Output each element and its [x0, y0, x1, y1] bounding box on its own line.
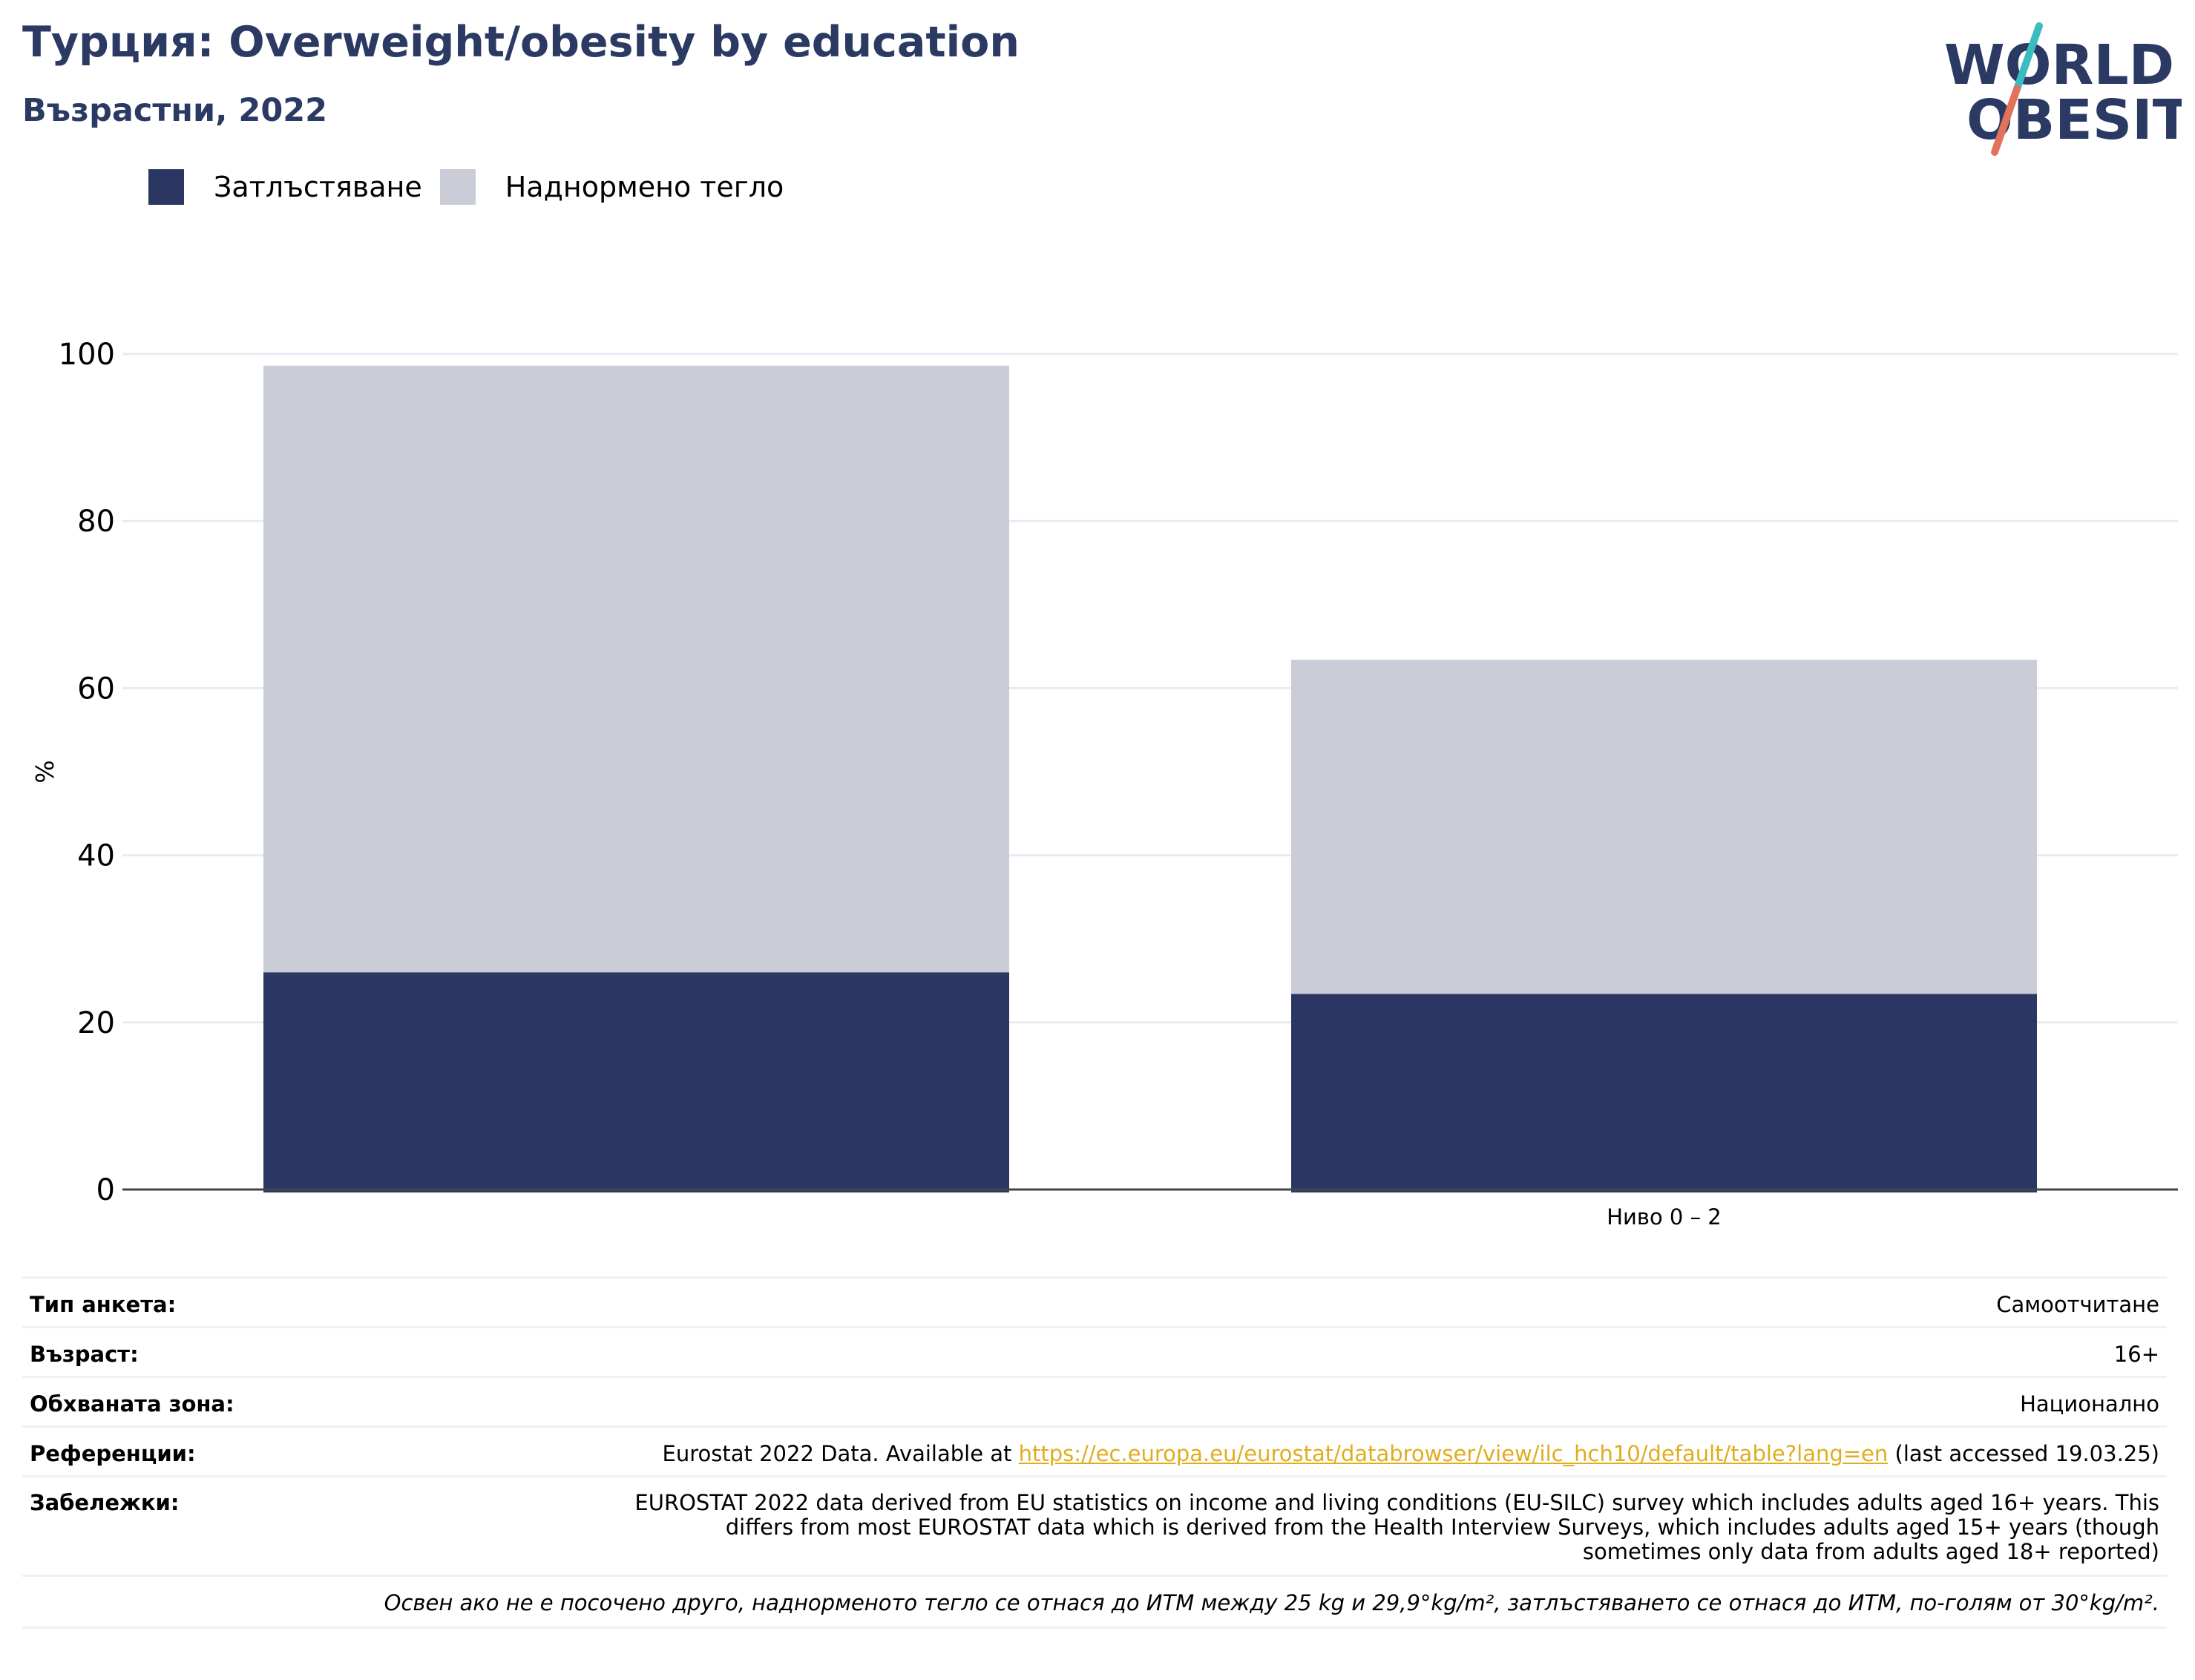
info-key: Референции: — [22, 1425, 438, 1477]
y-tick-label: 0 — [96, 1173, 115, 1207]
notes-line: differs from most EUROSTAT data which is… — [725, 1515, 2159, 1540]
info-value: Национално — [438, 1376, 2167, 1428]
info-row-survey-type: Тип анкета: Самоотчитане — [22, 1276, 2167, 1328]
info-value: EUROSTAT 2022 data derived from EU stati… — [438, 1475, 2167, 1577]
references-prefix: Eurostat 2022 Data. Available at — [662, 1441, 1019, 1466]
references-link[interactable]: https://ec.europa.eu/eurostat/databrowse… — [1018, 1441, 1889, 1466]
legend-swatch-overweight — [439, 169, 476, 205]
bar-overweight — [1291, 660, 2037, 994]
chart-subtitle: Възрастни, 2022 — [22, 92, 328, 129]
info-key: Възраст: — [22, 1326, 438, 1378]
y-tick-label: 40 — [77, 839, 115, 873]
info-row-footnote: Освен ако не е посочено друго, наднормен… — [22, 1575, 2167, 1629]
y-tick-label: 60 — [77, 672, 115, 706]
legend-item-overweight: Наднормено тегло — [439, 169, 784, 205]
info-row-age: Възраст: 16+ — [22, 1326, 2167, 1378]
bar-obesity — [263, 972, 1009, 1192]
world-obesity-logo: WORLD OBESITY — [1944, 22, 2182, 156]
y-tick-label: 20 — [77, 1006, 115, 1040]
legend-swatch-obesity — [148, 169, 184, 205]
x-tick-label: Ниво 0 – 2 — [1607, 1204, 1722, 1230]
info-key: Тип анкета: — [22, 1276, 438, 1328]
legend-item-obesity: Затлъстяване — [148, 169, 422, 205]
logo-slash-bottom — [1991, 85, 2021, 156]
y-axis-label: % — [30, 760, 59, 783]
references-suffix: (last accessed 19.03.25) — [1888, 1441, 2160, 1466]
info-row-references: Референции: Eurostat 2022 Data. Availabl… — [22, 1425, 2167, 1477]
chart-legend: Затлъстяване Наднормено тегло — [148, 169, 801, 205]
info-value: Eurostat 2022 Data. Available at https:/… — [438, 1425, 2167, 1477]
info-key: Забележки: — [22, 1475, 438, 1577]
bar-obesity — [1291, 994, 2037, 1192]
bar-chart: 0 20 40 60 80 100% Ниво 0 – 2 — [30, 338, 2178, 1230]
info-row-area: Обхваната зона: Национално — [22, 1376, 2167, 1428]
info-row-notes: Забележки: EUROSTAT 2022 data derived fr… — [22, 1475, 2167, 1577]
notes-line: sometimes only data from adults aged 18+… — [1582, 1539, 2159, 1564]
logo-slash-top — [2013, 22, 2043, 93]
info-value: 16+ — [438, 1326, 2167, 1378]
info-table: Тип анкета: Самоотчитане Възраст: 16+ Об… — [22, 1276, 2167, 1629]
y-tick-label: 100 — [59, 338, 115, 372]
logo-text-world: WORLD — [1944, 33, 2174, 97]
info-value: Самоотчитане — [438, 1276, 2167, 1328]
bar-overweight — [263, 365, 1009, 973]
footnote: Освен ако не е посочено друго, наднормен… — [22, 1575, 2167, 1629]
y-tick-label: 80 — [77, 505, 115, 539]
chart-title: Турция: Overweight/obesity by education — [22, 18, 1020, 67]
info-key: Обхваната зона: — [22, 1376, 438, 1428]
notes-line: EUROSTAT 2022 data derived from EU stati… — [634, 1490, 2159, 1515]
legend-label-obesity: Затлъстяване — [214, 171, 422, 203]
legend-label-overweight: Наднормено тегло — [505, 171, 784, 203]
